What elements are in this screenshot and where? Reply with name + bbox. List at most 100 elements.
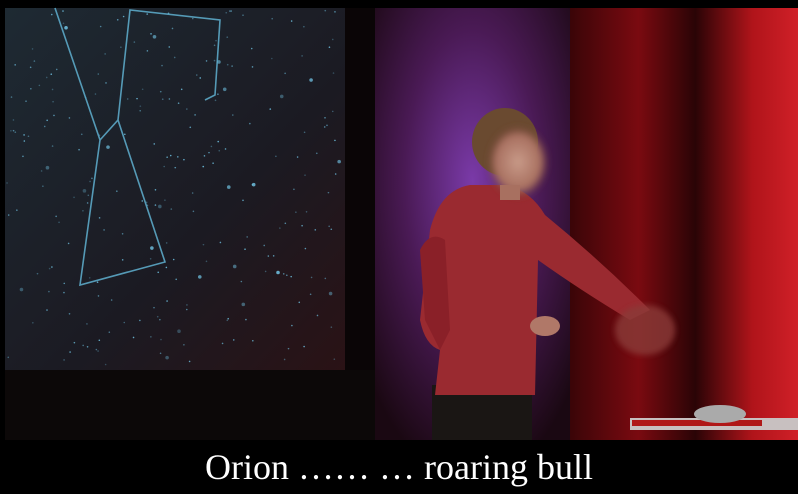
star [291,324,293,327]
star [132,336,135,339]
star [282,273,285,275]
star [226,36,229,38]
star [305,210,308,213]
star [86,202,89,204]
star [208,151,210,154]
star [145,201,148,204]
star [315,152,318,155]
star [99,25,102,28]
star [226,319,229,322]
star [42,185,44,188]
star [58,221,60,224]
star [7,214,10,216]
star [246,236,248,238]
star [168,46,171,48]
star [276,270,280,275]
star [89,180,91,183]
star [154,204,157,206]
star [286,274,288,277]
star [202,165,205,168]
star [175,278,177,281]
star [271,17,273,20]
star [51,266,53,268]
star [123,321,126,324]
projection-screen [5,8,345,370]
star [173,56,176,59]
star [309,78,313,82]
star [242,14,244,16]
star [217,140,220,143]
star [264,270,267,273]
star [197,275,202,279]
star [146,50,149,52]
star [32,321,34,324]
star [195,74,198,76]
star [22,155,24,158]
star [160,338,162,341]
star [6,182,8,184]
star [186,304,188,306]
star [324,116,326,119]
star [290,275,292,278]
star [98,217,101,219]
star [169,154,172,157]
star [293,188,295,191]
star [186,108,188,110]
star [334,11,336,13]
star [159,352,162,355]
star [290,20,293,22]
star [249,122,251,125]
star [171,27,174,30]
star [275,155,277,158]
star [245,318,247,321]
star [163,165,165,168]
star [38,84,41,87]
star [213,44,216,47]
star [14,64,16,66]
star [227,317,230,320]
star [304,247,307,250]
star [309,293,312,296]
star [328,46,331,49]
star [7,356,10,359]
star [82,209,84,212]
star [165,266,168,269]
star [30,87,32,90]
star [105,82,107,84]
star [214,99,217,102]
star [166,156,168,159]
star [330,326,333,328]
star [116,18,119,21]
shadow [345,8,375,440]
star [241,302,246,307]
star [158,204,162,209]
star [150,33,152,35]
star [110,299,113,301]
star [33,60,36,62]
star [153,306,155,309]
star [229,10,231,12]
star [240,280,243,283]
star [146,13,149,15]
star [303,131,306,134]
star [50,73,53,76]
star [331,110,334,113]
star [337,159,341,164]
star [213,59,216,62]
star [328,291,333,296]
star [226,63,229,66]
star [97,73,100,75]
star [301,55,303,57]
star [279,227,281,229]
star [267,255,270,257]
star [231,114,234,116]
star [16,209,18,211]
star [150,246,154,250]
star [189,126,192,129]
star [95,348,98,351]
star [63,282,66,285]
star [156,315,159,318]
star [333,358,336,361]
star [296,156,299,158]
star [12,119,15,121]
